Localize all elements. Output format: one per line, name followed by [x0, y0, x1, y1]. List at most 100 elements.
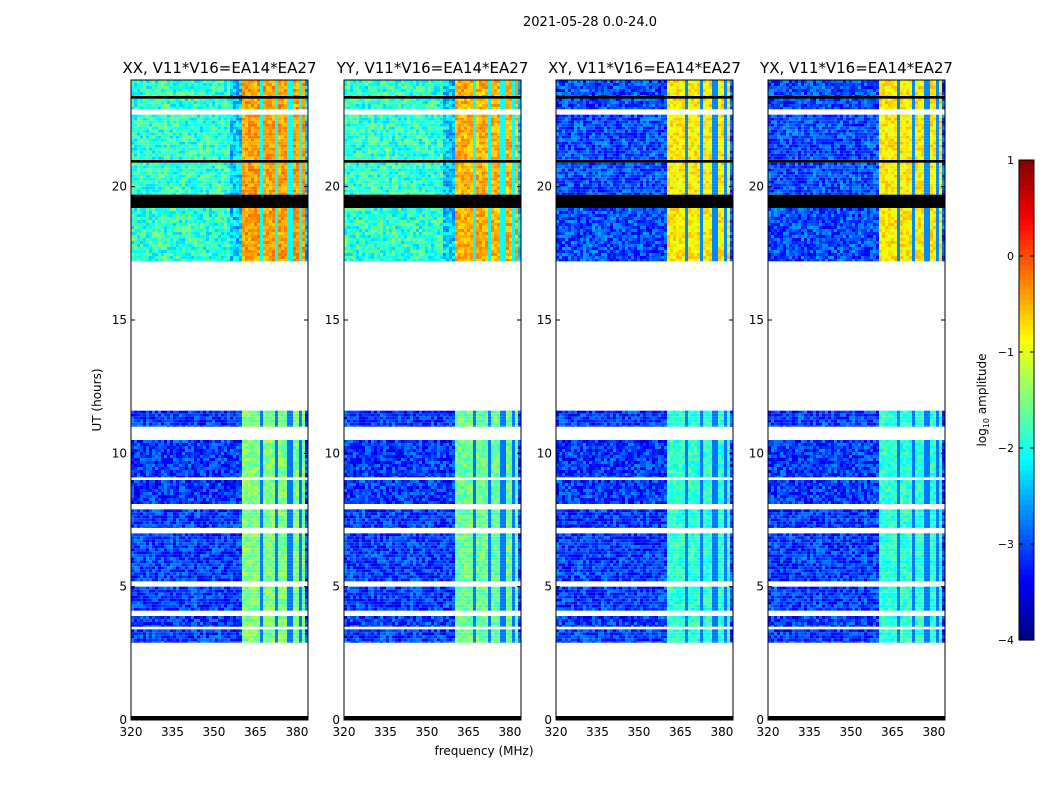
- heatmap-cell: [218, 220, 221, 223]
- heatmap-cell: [215, 635, 218, 639]
- heatmap-cell: [146, 616, 149, 619]
- heatmap-cell: [302, 521, 305, 525]
- heatmap-cell: [164, 533, 167, 537]
- heatmap-cell: [176, 557, 179, 561]
- heatmap-cell: [290, 250, 293, 253]
- heatmap-cell: [206, 524, 209, 528]
- heatmap-cell: [182, 572, 185, 576]
- heatmap-cell: [227, 625, 230, 627]
- heatmap-cell: [173, 256, 176, 259]
- heatmap-cell: [200, 223, 203, 226]
- heatmap-cell: [170, 569, 173, 573]
- heatmap-cell: [302, 440, 305, 443]
- heatmap-cell: [242, 416, 245, 420]
- heatmap-cell: [254, 467, 257, 470]
- heatmap-cell: [248, 521, 251, 525]
- heatmap-cell: [257, 422, 260, 426]
- heatmap-cell: [143, 410, 146, 414]
- heatmap-cell: [185, 586, 188, 590]
- heatmap-cell: [242, 501, 245, 504]
- heatmap-cell: [170, 638, 173, 642]
- heatmap-cell: [164, 480, 167, 483]
- heatmap-cell: [257, 548, 260, 552]
- heatmap-cell: [269, 250, 272, 253]
- heatmap-cell: [218, 569, 221, 573]
- heatmap-cell: [230, 464, 233, 467]
- heatmap-cell: [212, 467, 215, 470]
- heatmap-cell: [137, 489, 140, 492]
- heatmap-cell: [227, 501, 230, 504]
- heatmap-cell: [191, 473, 194, 476]
- heatmap-cell: [236, 563, 239, 567]
- heatmap-cell: [215, 629, 218, 633]
- heatmap-cell: [137, 214, 140, 217]
- heatmap-cell: [245, 575, 248, 579]
- heatmap-cell: [224, 413, 227, 417]
- heatmap-cell: [221, 498, 224, 501]
- heatmap-cell: [209, 515, 212, 519]
- heatmap-cell: [248, 440, 251, 443]
- heatmap-cell: [152, 616, 155, 619]
- heatmap-cell: [245, 586, 248, 590]
- heatmap-cell: [209, 601, 212, 605]
- heatmap-cell: [173, 629, 176, 633]
- heatmap-cell: [236, 557, 239, 561]
- heatmap-cell: [287, 524, 290, 528]
- heatmap-cell: [149, 560, 152, 564]
- heatmap-cell: [212, 489, 215, 492]
- heatmap-cell: [158, 548, 161, 552]
- heatmap-cell: [224, 572, 227, 576]
- heatmap-cell: [218, 638, 221, 642]
- heatmap-cell: [254, 632, 257, 636]
- heatmap-cell: [182, 208, 185, 211]
- heatmap-cell: [266, 250, 269, 253]
- heatmap-cell: [218, 217, 221, 220]
- heatmap-cell: [293, 470, 296, 473]
- heatmap-cell: [191, 208, 194, 211]
- heatmap-cell: [218, 486, 221, 489]
- heatmap-cell: [239, 208, 242, 211]
- heatmap-cell: [296, 250, 299, 253]
- heatmap-cell: [212, 247, 215, 250]
- heatmap-cell: [146, 635, 149, 639]
- heatmap-cell: [149, 515, 152, 519]
- heatmap-cell: [293, 638, 296, 642]
- heatmap-cell: [224, 223, 227, 226]
- heatmap-cell: [254, 449, 257, 452]
- heatmap-cell: [263, 458, 266, 461]
- heatmap-cell: [287, 536, 290, 540]
- heatmap-cell: [236, 458, 239, 461]
- heatmap-cell: [221, 467, 224, 470]
- heatmap-cell: [269, 208, 272, 211]
- heatmap-cell: [278, 235, 281, 238]
- heatmap-cell: [188, 498, 191, 501]
- heatmap-cell: [233, 575, 236, 579]
- heatmap-cell: [161, 557, 164, 561]
- heatmap-cell: [203, 470, 206, 473]
- heatmap-cell: [284, 483, 287, 486]
- heatmap-cell: [131, 244, 134, 247]
- heatmap-cell: [278, 211, 281, 214]
- heatmap-cell: [275, 622, 278, 625]
- heatmap-cell: [239, 557, 242, 561]
- heatmap-cell: [284, 536, 287, 540]
- heatmap-cell: [278, 575, 281, 579]
- heatmap-cell: [260, 592, 263, 596]
- heatmap-cell: [200, 501, 203, 504]
- heatmap-cell: [218, 551, 221, 555]
- heatmap-cell: [197, 495, 200, 498]
- heatmap-cell: [158, 515, 161, 519]
- heatmap-cell: [242, 229, 245, 232]
- heatmap-cell: [284, 638, 287, 642]
- heatmap-cell: [248, 589, 251, 593]
- heatmap-cell: [182, 455, 185, 458]
- heatmap-cell: [218, 229, 221, 232]
- heatmap-cell: [221, 492, 224, 495]
- heatmap-cell: [266, 458, 269, 461]
- heatmap-cell: [305, 476, 308, 478]
- heatmap-cell: [203, 616, 206, 619]
- heatmap-cell: [242, 211, 245, 214]
- heatmap-cell: [296, 607, 299, 611]
- heatmap-cell: [143, 461, 146, 464]
- heatmap-cell: [140, 607, 143, 611]
